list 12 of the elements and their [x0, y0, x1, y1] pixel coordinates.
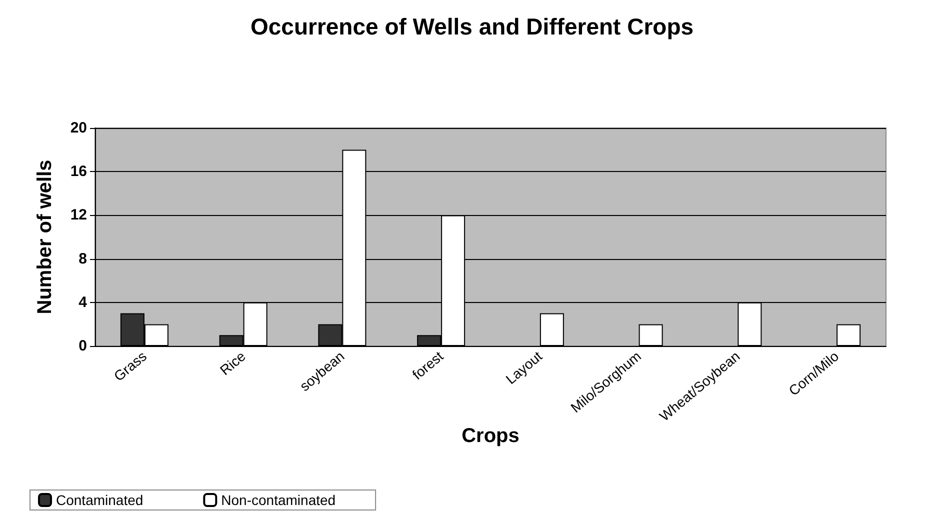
y-tick-label: 20	[70, 120, 87, 136]
y-axis-title: Number of wells	[34, 160, 56, 314]
chart-title: Occurrence of Wells and Different Crops	[250, 14, 694, 40]
y-tick-label: 8	[78, 250, 87, 268]
y-tick-label: 12	[70, 206, 87, 224]
legend-label: Non-contaminated	[221, 492, 336, 508]
y-tick-label: 0	[78, 338, 87, 354]
legend-label: Contaminated	[56, 492, 144, 508]
y-tick-label: 4	[78, 294, 88, 311]
y-tick-label: 16	[70, 163, 87, 180]
x-tick-label: Rice	[216, 348, 249, 378]
x-axis-title: Crops	[462, 425, 520, 448]
